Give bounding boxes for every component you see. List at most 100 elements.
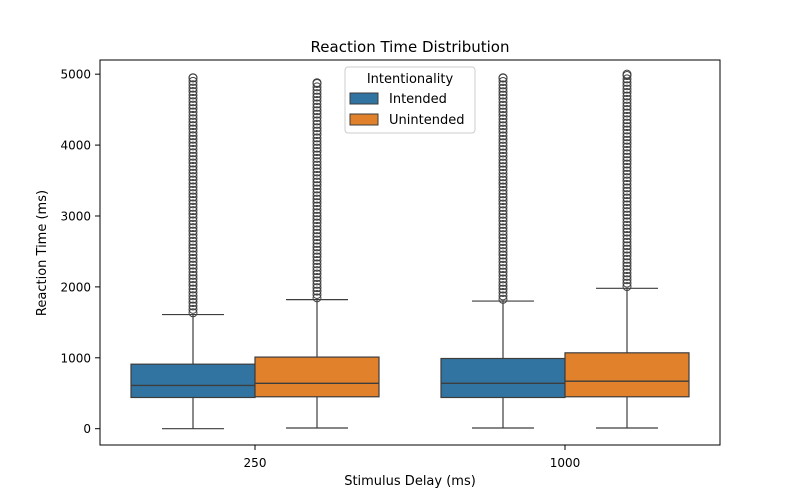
outlier-point	[188, 87, 198, 97]
outlier-point	[312, 123, 322, 133]
outlier-point	[498, 277, 508, 287]
outlier-point	[622, 176, 632, 186]
outlier-point	[312, 150, 322, 160]
outlier-point	[188, 124, 198, 134]
y-tick-label: 3000	[60, 209, 91, 223]
outlier-point	[498, 165, 508, 175]
outlier-point	[312, 286, 322, 296]
legend-title: Intentionality	[367, 72, 454, 87]
outlier-point	[312, 177, 322, 187]
outlier-point	[312, 116, 322, 126]
outlier-point	[312, 157, 322, 167]
chart-title: Reaction Time Distribution	[311, 38, 510, 56]
outlier-point	[312, 225, 322, 235]
outlier-point	[498, 138, 508, 148]
box-iqr	[130, 363, 256, 399]
outlier-point	[498, 182, 508, 192]
outlier-point	[188, 301, 198, 311]
outlier-point	[622, 132, 632, 142]
outlier-point	[312, 201, 322, 211]
outlier-point	[498, 236, 508, 246]
outlier-point	[498, 97, 508, 107]
outlier-point	[188, 134, 198, 144]
outlier-point	[188, 172, 198, 182]
outlier-point	[498, 80, 508, 90]
box-intended-1000	[440, 73, 566, 429]
outlier-point	[312, 130, 322, 140]
outlier-point	[498, 243, 508, 253]
outlier-point	[622, 122, 632, 132]
outlier-point	[188, 158, 198, 168]
outlier-point	[312, 147, 322, 157]
outlier-point	[622, 135, 632, 145]
outlier-point	[188, 216, 198, 226]
outlier-point	[188, 240, 198, 250]
outlier-point	[312, 289, 322, 299]
outlier-point	[312, 252, 322, 262]
outlier-point	[312, 99, 322, 109]
outlier-point	[312, 228, 322, 238]
outlier-point	[188, 148, 198, 158]
outlier-point	[622, 145, 632, 155]
outlier-point	[622, 118, 632, 128]
outlier-point	[312, 215, 322, 225]
outlier-point	[498, 124, 508, 134]
outlier-point	[188, 223, 198, 233]
outlier-point	[622, 162, 632, 172]
x-tick-label: 1000	[550, 456, 581, 470]
outlier-point	[188, 270, 198, 280]
outlier-point	[188, 107, 198, 117]
outlier-point	[312, 245, 322, 255]
outlier-point	[622, 251, 632, 261]
outlier-point	[188, 100, 198, 110]
outlier-point	[622, 265, 632, 275]
outlier-point	[188, 90, 198, 100]
outlier-point	[312, 184, 322, 194]
outlier-point	[312, 89, 322, 99]
outlier-point	[498, 151, 508, 161]
outlier-point	[622, 278, 632, 288]
outlier-point	[498, 141, 508, 151]
y-tick-label: 1000	[60, 351, 91, 365]
outlier-point	[498, 175, 508, 185]
outlier-point	[312, 109, 322, 119]
outlier-point	[188, 138, 198, 148]
outlier-point	[312, 82, 322, 92]
outlier-point	[622, 152, 632, 162]
outlier-point	[312, 204, 322, 214]
outlier-point	[622, 230, 632, 240]
outlier-point	[622, 142, 632, 152]
outlier-point	[312, 136, 322, 146]
outlier-point	[312, 174, 322, 184]
outlier-point	[188, 168, 198, 178]
outlier-point	[312, 266, 322, 276]
outlier-point	[188, 264, 198, 274]
outlier-point	[498, 100, 508, 110]
outlier-point	[312, 153, 322, 163]
outlier-point	[188, 195, 198, 205]
outlier-point	[622, 186, 632, 196]
outlier-point	[498, 73, 508, 83]
outlier-point	[312, 119, 322, 129]
outlier-point	[188, 274, 198, 284]
outlier-point	[622, 91, 632, 101]
outlier-point	[312, 78, 322, 88]
outlier-point	[188, 236, 198, 246]
legend: Intentionality Intended Unintended	[344, 66, 476, 134]
outlier-point	[188, 243, 198, 253]
outlier-point	[622, 159, 632, 169]
outlier-point	[312, 279, 322, 289]
outlier-point	[188, 281, 198, 291]
outlier-point	[498, 134, 508, 144]
outlier-point	[188, 192, 198, 202]
outlier-point	[312, 170, 322, 180]
y-tick-label: 0	[83, 422, 91, 436]
outlier-point	[498, 247, 508, 257]
outlier-point	[622, 173, 632, 183]
outlier-point	[498, 213, 508, 223]
outlier-point	[312, 167, 322, 177]
outlier-point	[622, 268, 632, 278]
outlier-point	[498, 287, 508, 297]
outlier-point	[312, 143, 322, 153]
outlier-point	[312, 106, 322, 116]
